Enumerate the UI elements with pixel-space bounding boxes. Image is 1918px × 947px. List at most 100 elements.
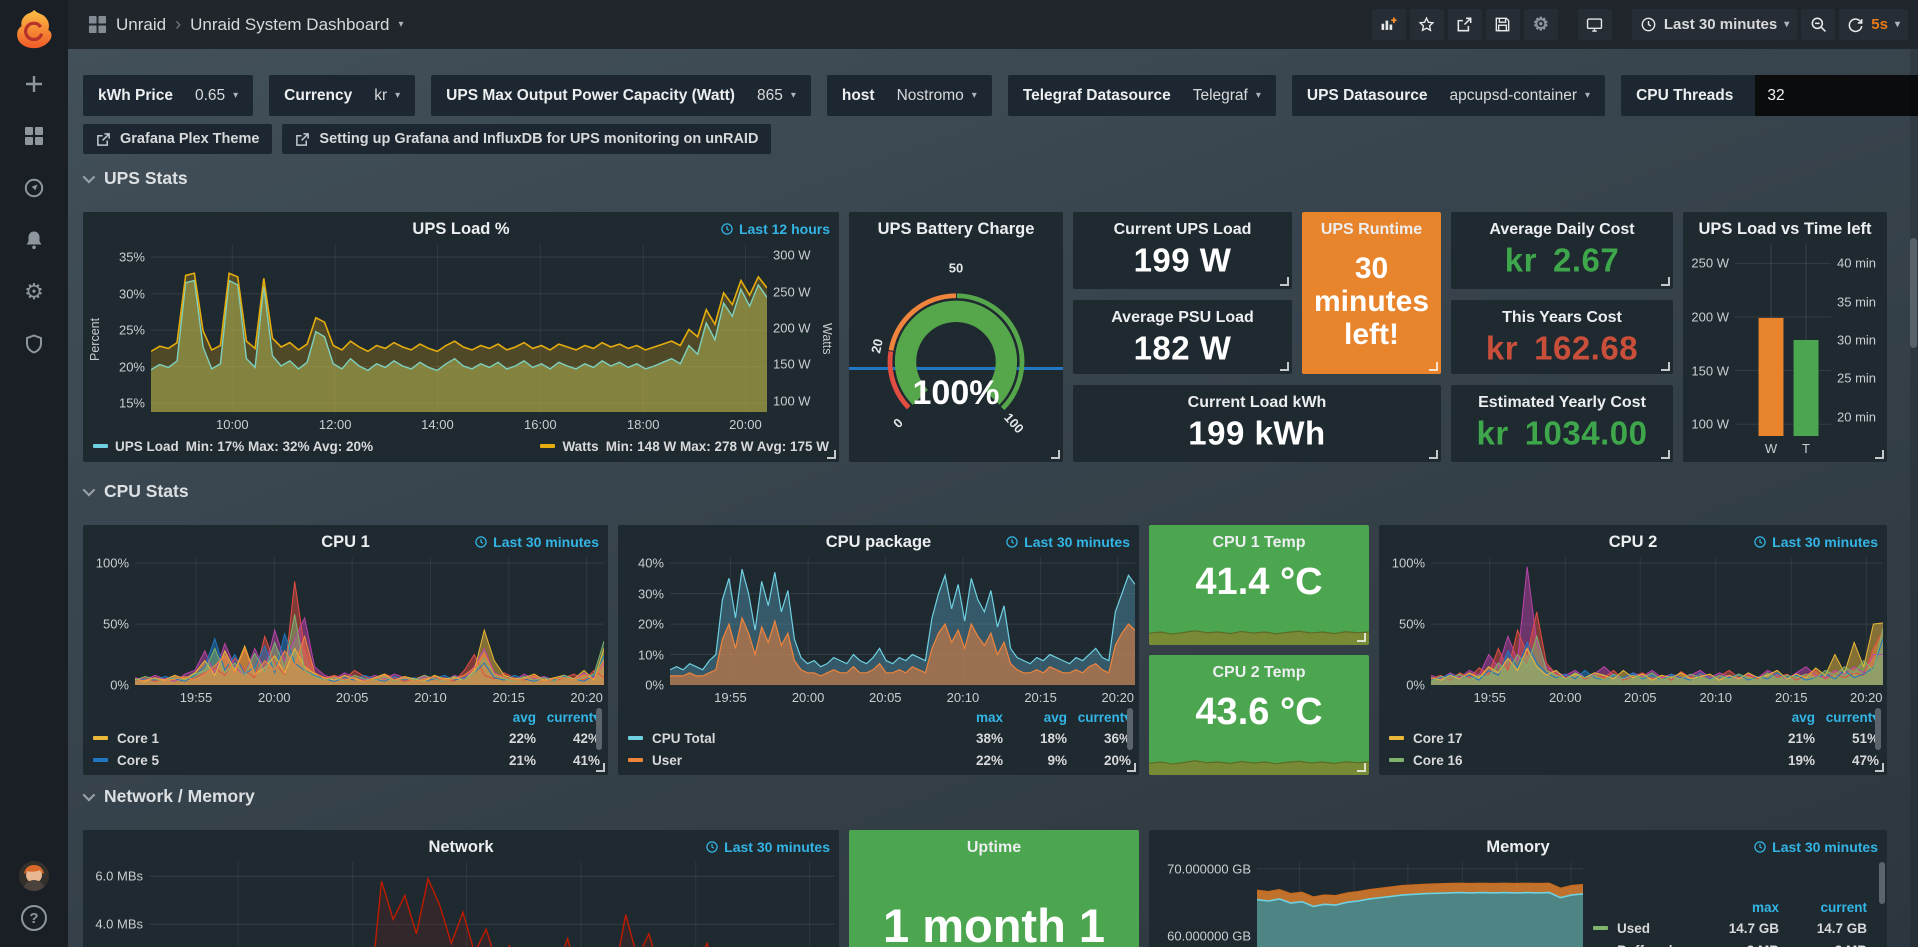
axis-tick-label: 0%	[645, 677, 664, 693]
variable-value-dropdown[interactable]: apcupsd-container ▾	[1449, 86, 1591, 104]
user-avatar[interactable]	[19, 861, 49, 891]
time-range-picker[interactable]: Last 30 minutes ▾	[1631, 9, 1798, 40]
panel-time-override[interactable]: Last 30 minutes	[474, 534, 599, 550]
row-network-memory[interactable]: Network / Memory	[82, 786, 255, 807]
plot-area[interactable]: 10:00 12:00 14:00 16:00 18:00 20:00	[151, 244, 767, 434]
panel-title[interactable]: Memory	[1486, 838, 1550, 856]
panel-time-override[interactable]: Last 12 hours	[720, 221, 830, 237]
panel-title[interactable]: Current UPS Load	[1113, 221, 1252, 238]
panel-title[interactable]: Uptime	[966, 839, 1022, 856]
page-scrollbar-track[interactable]	[1910, 49, 1918, 947]
legend-item[interactable]: User 22% 9% 20%	[628, 749, 1131, 771]
legend-sort-column[interactable]: max	[1751, 900, 1779, 915]
legend-item[interactable]: Core 5 21% 41%	[93, 749, 600, 771]
plot-area[interactable]: 19:55 20:00 20:05 20:10 20:15 20:20	[670, 557, 1135, 707]
legend-item[interactable]: CPU Total 38% 18% 36%	[628, 727, 1131, 749]
panel-cpu2-temp: CPU 2 Temp 43.6 °C	[1149, 655, 1369, 775]
axis-tick-label: 100 W	[773, 393, 811, 409]
panel-title[interactable]: CPU 1 Temp	[1212, 534, 1306, 551]
alerting-bell-icon[interactable]	[14, 220, 54, 260]
legend-sort-column[interactable]: current▾	[1077, 709, 1131, 725]
legend-item[interactable]: Core 17 21% 51%	[1389, 727, 1879, 749]
variable-value-dropdown[interactable]: Nostromo ▾	[896, 86, 977, 104]
legend-sort-column[interactable]: avg	[1791, 710, 1815, 725]
axis-tick-label: 15%	[118, 395, 145, 411]
row-cpu-stats[interactable]: CPU Stats	[82, 481, 189, 502]
share-dashboard-button[interactable]	[1447, 9, 1482, 40]
axis-tick-label: T	[1802, 441, 1811, 456]
axis-tick-label: 19:55	[714, 690, 747, 705]
axis-tick-label: 10%	[637, 647, 664, 663]
panel-time-override[interactable]: Last 30 minutes	[705, 839, 830, 855]
page-title[interactable]: Unraid System Dashboard	[190, 14, 390, 34]
panel-time-override[interactable]: Last 30 minutes	[1005, 534, 1130, 550]
legend-item[interactable]: Used 14.7 GB 14.7 GB	[1593, 917, 1867, 939]
variable-value-dropdown[interactable]: 0.65 ▾	[194, 86, 239, 104]
panel-title[interactable]: This Years Cost	[1502, 309, 1622, 326]
plot-area[interactable]: 19:55 20:00 20:05 20:10 20:15 20:20	[1431, 557, 1883, 707]
legend-scrollbar[interactable]	[1879, 862, 1885, 904]
legend-scrollbar[interactable]	[1875, 708, 1881, 750]
panel-title[interactable]: CPU package	[825, 533, 932, 551]
plot-area[interactable]	[1257, 862, 1583, 947]
panel-title[interactable]: UPS Load vs Time left	[1698, 220, 1872, 238]
add-panel-button[interactable]	[1371, 9, 1406, 40]
variable-value-dropdown[interactable]: 865 ▾	[756, 86, 796, 104]
star-dashboard-button[interactable]	[1409, 9, 1444, 40]
axis-tick-label: 20:00	[791, 690, 825, 705]
configuration-gear-icon[interactable]: ⚙	[24, 279, 44, 304]
breadcrumb-folder[interactable]: Unraid	[116, 14, 167, 34]
legend-item[interactable]: Core 16 19% 47%	[1389, 749, 1879, 771]
create-icon[interactable]	[14, 64, 54, 104]
panel-title[interactable]: Estimated Yearly Cost	[1478, 394, 1646, 411]
legend-item[interactable]: Watts Min: 148 W Max: 278 W Avg: 175 W	[540, 439, 829, 454]
panel-time-override[interactable]: Last 30 minutes	[1753, 839, 1878, 855]
page-scrollbar-thumb[interactable]	[1910, 238, 1917, 348]
legend-sort-column[interactable]: current▾	[546, 709, 600, 725]
refresh-picker[interactable]: 5s ▾	[1839, 9, 1908, 40]
legend-sort-column[interactable]: max	[975, 710, 1003, 725]
legend-sort-column[interactable]: avg	[1043, 710, 1067, 725]
zoom-out-time-button[interactable]	[1801, 9, 1836, 40]
dashboard-settings-button[interactable]: ⚙	[1523, 9, 1558, 40]
grafana-logo[interactable]	[11, 6, 57, 52]
legend-sort-column[interactable]: current▾	[1825, 709, 1879, 725]
panel-title[interactable]: UPS Battery Charge	[877, 220, 1035, 238]
panel-title[interactable]: UPS Runtime	[1320, 221, 1423, 238]
legend-item[interactable]: Buffered3 MB3 MB	[1593, 939, 1867, 947]
legend-item[interactable]: Core 1 22% 42%	[93, 727, 600, 749]
legend-item[interactable]: UPS Load Min: 17% Max: 32% Avg: 20%	[93, 439, 373, 454]
cycle-view-mode-button[interactable]	[1577, 9, 1612, 40]
panel-title[interactable]: CPU 2 Temp	[1212, 664, 1306, 681]
legend-sort-column[interactable]: avg	[512, 710, 536, 725]
panel-title[interactable]: Current Load kWh	[1187, 394, 1327, 411]
variable-ups-max-output: UPS Max Output Power Capacity (Watt) 865…	[431, 75, 811, 116]
title-caret-icon[interactable]: ▾	[398, 19, 404, 30]
panel-title[interactable]: CPU 1	[321, 533, 370, 551]
plot-area[interactable]: 19:55 20:00 20:05 20:10 20:15 20:20	[135, 557, 604, 707]
server-admin-shield-icon[interactable]	[14, 324, 54, 364]
panel-title[interactable]: Average Daily Cost	[1489, 221, 1635, 238]
sparkline	[1149, 619, 1369, 645]
dashboards-icon[interactable]	[14, 116, 54, 156]
link-grafana-plex-theme[interactable]: Grafana Plex Theme	[83, 124, 273, 154]
link-ups-monitoring-guide[interactable]: Setting up Grafana and InfluxDB for UPS …	[282, 124, 772, 154]
plot-area[interactable]	[149, 862, 835, 947]
panel-title[interactable]: UPS Load %	[412, 220, 510, 238]
save-dashboard-button[interactable]	[1485, 9, 1520, 40]
legend-scrollbar[interactable]	[596, 708, 602, 750]
panel-title[interactable]: Average PSU Load	[1111, 309, 1254, 326]
variable-value-dropdown[interactable]: Telegraf ▾	[1192, 86, 1261, 104]
panel-title[interactable]: Network	[428, 838, 494, 856]
row-ups-stats[interactable]: UPS Stats	[82, 168, 188, 189]
legend-sort-column[interactable]: current	[1820, 900, 1867, 915]
variable-value-dropdown[interactable]: kr ▾	[374, 86, 401, 104]
legend-scrollbar[interactable]	[1127, 708, 1133, 750]
help-icon[interactable]: ?	[21, 905, 47, 931]
panel-title[interactable]: CPU 2	[1608, 533, 1658, 551]
axis-tick-label: 20:05	[869, 690, 902, 705]
cpu-threads-input[interactable]	[1755, 75, 1918, 116]
panel-time-override[interactable]: Last 30 minutes	[1753, 534, 1878, 550]
explore-icon[interactable]	[14, 168, 54, 208]
